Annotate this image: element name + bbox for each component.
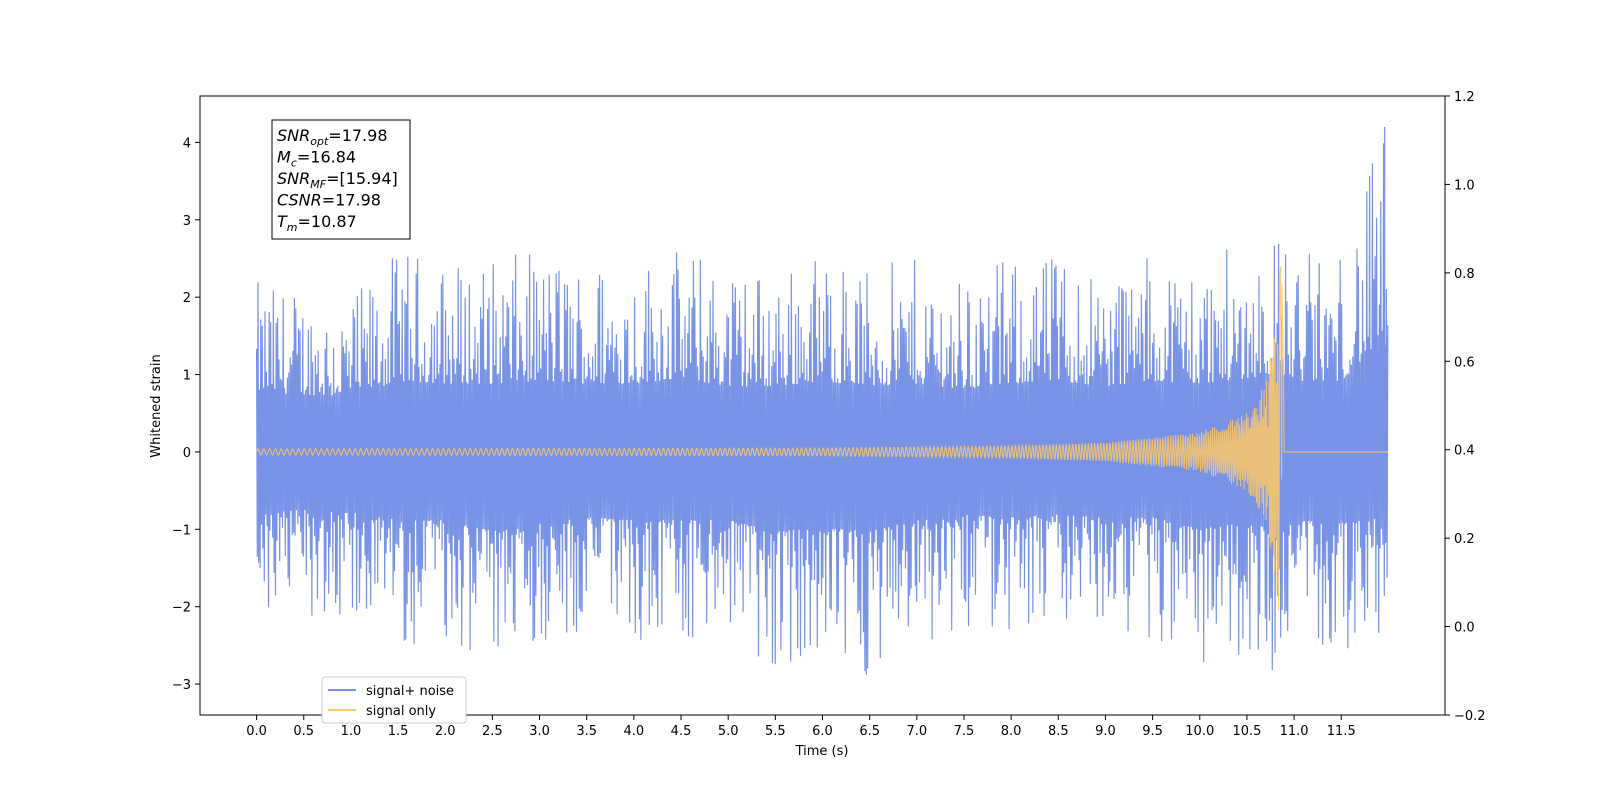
x-tick-label: 11.5 <box>1327 724 1356 739</box>
annotation-line: Mc=16.84 <box>277 148 356 170</box>
x-tick-label: 7.0 <box>906 724 927 739</box>
x-tick-label: 10.5 <box>1232 724 1261 739</box>
y-tick-label: 0 <box>183 446 191 461</box>
y-right-tick-label: −0.2 <box>1454 709 1486 724</box>
y-right-tick-label: 0.6 <box>1454 355 1475 370</box>
x-tick-label: 4.5 <box>671 724 692 739</box>
x-tick-label: 3.0 <box>529 724 550 739</box>
series-signal-noise <box>255 126 1389 675</box>
x-tick-label: 1.5 <box>388 724 409 739</box>
x-tick-label: 11.0 <box>1280 724 1309 739</box>
annotation-line: SNRopt=17.98 <box>277 126 388 148</box>
x-tick-label: 3.5 <box>576 724 597 739</box>
y-tick-label: 4 <box>183 136 191 151</box>
y-tick-label: 1 <box>183 369 191 384</box>
annotation-frame <box>271 119 411 240</box>
y-right-tick-label: 0.2 <box>1454 532 1475 547</box>
annotation-line: CSNR=17.98 <box>277 191 381 210</box>
data-layer <box>255 126 1389 675</box>
x-tick-label: 2.0 <box>435 724 456 739</box>
x-tick-label: 9.5 <box>1142 724 1163 739</box>
x-tick-label: 6.0 <box>812 724 833 739</box>
legend: signal+ noise signal only <box>321 676 467 724</box>
x-tick-label: 1.0 <box>341 724 362 739</box>
x-tick-label: 6.5 <box>859 724 880 739</box>
legend-label: signal+ noise <box>366 684 454 699</box>
x-tick-label: 4.0 <box>624 724 645 739</box>
y-right-tick-label: 0.4 <box>1454 444 1475 459</box>
legend-frame <box>321 676 467 724</box>
x-axis-label: Time (s) <box>795 744 849 759</box>
y-axis-label: Whitened strain <box>149 354 164 457</box>
x-tick-label: 7.5 <box>954 724 975 739</box>
x-tick-label: 10.0 <box>1185 724 1214 739</box>
y-right-tick-label: 0.0 <box>1454 621 1475 636</box>
y-right-tick-label: 0.8 <box>1454 267 1475 282</box>
y-tick-label: −1 <box>172 523 191 538</box>
x-tick-label: 8.5 <box>1048 724 1069 739</box>
y-tick-label: −3 <box>172 678 191 693</box>
x-tick-label: 5.5 <box>765 724 786 739</box>
annotation-line: SNRMF=[15.94] <box>277 169 398 191</box>
x-tick-label: 0.5 <box>293 724 314 739</box>
y-tick-label: −2 <box>172 601 191 616</box>
y-tick-label: 3 <box>183 214 191 229</box>
y-right-tick-label: 1.2 <box>1454 90 1475 105</box>
x-tick-label: 2.5 <box>482 724 503 739</box>
y-axis-right: −0.2 0.0 0.2 0.4 0.6 0.8 1.0 1.2 <box>1445 90 1486 724</box>
x-tick-label: 0.0 <box>246 724 267 739</box>
series-signal-only <box>256 266 1389 611</box>
y-right-tick-label: 1.0 <box>1454 178 1475 193</box>
x-tick-label: 5.0 <box>718 724 739 739</box>
y-tick-label: 2 <box>183 291 191 306</box>
stats-annotation-box: SNRopt=17.98Mc=16.84SNRMF=[15.94]CSNR=17… <box>271 119 411 240</box>
x-tick-label: 9.0 <box>1095 724 1116 739</box>
x-tick-label: 8.0 <box>1001 724 1022 739</box>
x-axis: 0.0 0.5 1.0 1.5 2.0 2.5 3.0 3.5 4.0 4.5 5.0 5.5 6.0 6… <box>246 715 1356 739</box>
legend-label: signal only <box>366 704 436 719</box>
y-axis-left: −3 −2 −1 0 1 2 3 4 <box>172 136 200 693</box>
annotation-line: Tm=10.87 <box>277 212 357 234</box>
